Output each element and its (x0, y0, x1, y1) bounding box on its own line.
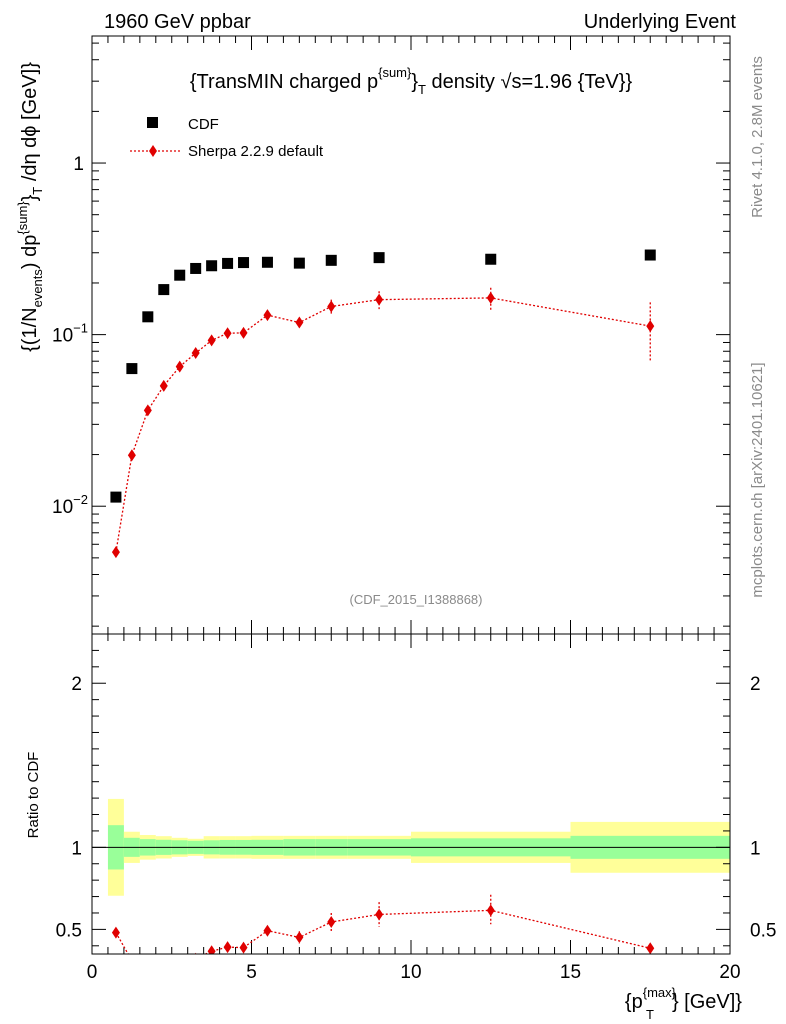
ratio-sherpa-point (646, 942, 655, 954)
cdf-point (373, 252, 385, 264)
ratio-xtick-label: 10 (400, 962, 421, 983)
sherpa-point (375, 293, 384, 306)
sherpa-point (143, 404, 152, 417)
legend-cdf-marker (147, 117, 158, 128)
cdf-point (206, 260, 218, 272)
main-ytick-label: 10−1 (52, 321, 88, 347)
ratio-sherpa-line (115, 909, 651, 954)
sherpa-point (175, 360, 184, 373)
sherpa-point (486, 291, 495, 304)
sherpa-point (327, 300, 336, 313)
ratio-ytick-label-right: 2 (750, 674, 761, 695)
ratio-plot-frame (91, 633, 731, 955)
cdf-point (142, 311, 154, 323)
ratio-sherpa-point (223, 941, 232, 954)
cdf-point (293, 257, 305, 269)
sherpa-point (159, 379, 168, 392)
ratio-ytick-label-left: 2 (71, 674, 82, 695)
cdf-point (110, 491, 122, 503)
ratio-axis-ticks: 0.5 0.51 12 20 5 10 15 20 (56, 633, 776, 983)
sherpa-point (111, 546, 120, 559)
ratio-sherpa-point (194, 952, 197, 954)
cdf-point (325, 254, 337, 266)
ratio-sherpa-point (144, 959, 152, 971)
ratio-data-marks (111, 894, 655, 972)
ratio-ylabel: Ratio to CDF (25, 752, 42, 839)
legend-sherpa-label: Sherpa 2.2.9 default (188, 143, 324, 160)
ratio-xtick-label: 20 (719, 962, 740, 983)
cdf-point (222, 257, 234, 269)
mcplots-label: mcplots.cern.ch [arXiv:2401.10621] (749, 362, 766, 597)
sherpa-point (191, 347, 200, 360)
ratio-sherpa-point (375, 908, 384, 921)
sherpa-line (115, 297, 651, 553)
ratio-xtick-label: 5 (246, 962, 257, 983)
cdf-point (485, 253, 497, 265)
ratio-xtick-label: 0 (87, 962, 98, 983)
ratio-ytick-label-right: 0.5 (750, 920, 776, 941)
ratio-sherpa-point (239, 941, 248, 954)
main-ytick-label: 1 (73, 154, 84, 175)
ratio-xlabel: {p{max} T} [GeV]} (625, 985, 742, 1022)
header-right: Underlying Event (584, 11, 737, 33)
ratio-sherpa-point (111, 926, 120, 939)
ratio-sherpa-point (176, 957, 184, 969)
ratio-sherpa-point (207, 945, 216, 954)
main-data-marks (110, 249, 656, 559)
ratio-sherpa-point (160, 960, 168, 972)
sherpa-point (263, 309, 272, 322)
ratio-sherpa-point (295, 931, 304, 944)
analysis-watermark: (CDF_2015_I1388868) (350, 592, 483, 607)
sherpa-point (207, 334, 216, 347)
main-title: {TransMIN charged p{sum}}T density √s=1.… (190, 65, 633, 97)
cdf-point (644, 249, 656, 261)
header-left: 1960 GeV ppbar (104, 11, 251, 33)
ratio-ytick-label-left: 0.5 (56, 920, 82, 941)
cdf-point (261, 256, 273, 268)
cdf-point (238, 257, 250, 269)
ratio-sherpa-point (327, 916, 336, 928)
ratio-sherpa-point (486, 904, 495, 917)
cdf-point (126, 363, 138, 375)
cdf-point (190, 262, 202, 274)
sherpa-point (239, 326, 248, 339)
ratio-ytick-label-right: 1 (750, 838, 761, 859)
legend-sherpa-marker (149, 145, 157, 157)
cdf-point (158, 284, 170, 296)
ratio-xtick-label: 15 (560, 962, 581, 983)
ratio-ytick-label-left: 1 (71, 838, 82, 859)
ratio-sherpa-point (263, 924, 272, 937)
sherpa-point (127, 449, 136, 462)
rivet-label: Rivet 4.1.0, 2.8M events (749, 56, 766, 218)
sherpa-point (223, 327, 232, 340)
main-ylabel: {(1/Nevents) dp{sum}}T /dη dϕ [GeV]} (15, 62, 45, 352)
legend: CDF Sherpa 2.2.9 default (130, 116, 324, 160)
cdf-point (174, 269, 186, 281)
sherpa-point (295, 316, 304, 329)
sherpa-point (646, 320, 655, 333)
ratio-sherpa-point (128, 955, 136, 967)
main-axis-ticks: 10−2 10−1 1 (52, 36, 731, 634)
main-ytick-label: 10−2 (52, 492, 88, 518)
legend-cdf-label: CDF (188, 116, 219, 133)
